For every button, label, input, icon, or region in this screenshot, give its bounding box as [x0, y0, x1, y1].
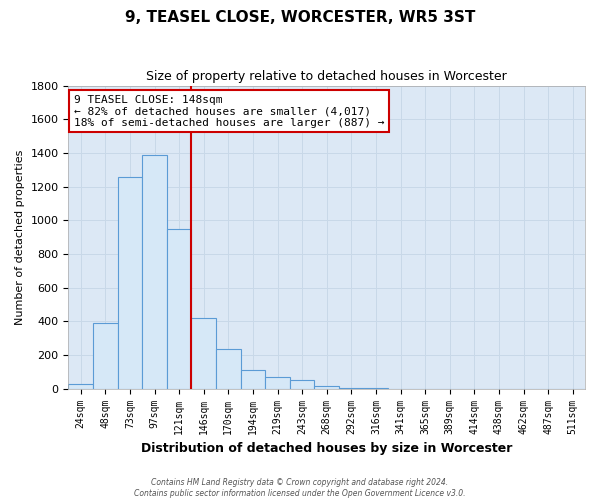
Bar [241, 370, 265, 388]
Bar [68, 384, 93, 388]
Bar [191, 318, 216, 388]
Text: 9 TEASEL CLOSE: 148sqm
← 82% of detached houses are smaller (4,017)
18% of semi-: 9 TEASEL CLOSE: 148sqm ← 82% of detached… [74, 94, 384, 128]
Text: Contains HM Land Registry data © Crown copyright and database right 2024.
Contai: Contains HM Land Registry data © Crown c… [134, 478, 466, 498]
Bar [93, 323, 118, 388]
Bar [142, 154, 167, 388]
Bar [167, 228, 191, 388]
Bar [265, 377, 290, 388]
Y-axis label: Number of detached properties: Number of detached properties [15, 150, 25, 325]
Bar [118, 178, 142, 388]
X-axis label: Distribution of detached houses by size in Worcester: Distribution of detached houses by size … [141, 442, 512, 455]
Bar [314, 386, 339, 388]
Bar [216, 349, 241, 389]
Title: Size of property relative to detached houses in Worcester: Size of property relative to detached ho… [146, 70, 507, 83]
Text: 9, TEASEL CLOSE, WORCESTER, WR5 3ST: 9, TEASEL CLOSE, WORCESTER, WR5 3ST [125, 10, 475, 25]
Bar [290, 380, 314, 388]
